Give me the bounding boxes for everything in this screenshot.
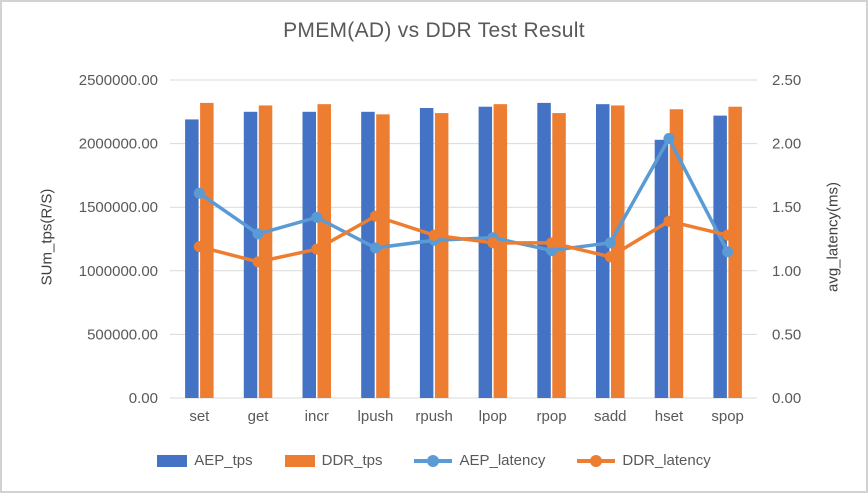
marker-DDR_latency-incr: [311, 243, 323, 255]
x-axis-label-set: set: [189, 408, 210, 425]
legend: AEP_tps DDR_tps AEP_latency DDR_latency: [2, 452, 866, 469]
marker-AEP_latency-spop: [722, 246, 734, 258]
bar-DDR_tps-set: [200, 102, 214, 398]
right-axis-tick-label: 2.50: [772, 72, 801, 89]
chart-title: PMEM(AD) vs DDR Test Result: [283, 19, 585, 42]
marker-DDR_latency-get: [252, 256, 264, 268]
bar-AEP_tps-sadd: [596, 104, 610, 398]
right-axis-tick-label: 2.00: [772, 136, 801, 153]
ddr-tps-swatch-icon: [284, 454, 315, 467]
ddr-latency-swatch-icon: [577, 454, 616, 467]
left-axis-tick-label: 1500000.00: [79, 199, 158, 216]
marker-DDR_latency-rpop: [546, 237, 558, 249]
marker-AEP_latency-get: [252, 228, 264, 240]
marker-AEP_latency-rpop: [546, 244, 558, 256]
aep-tps-swatch-icon: [157, 454, 188, 467]
bar-DDR_tps-rpop: [552, 113, 566, 399]
marker-DDR_latency-lpop: [487, 237, 499, 249]
right-axis-tick-label: 1.00: [772, 263, 801, 280]
x-axis-label-lpop: lpop: [479, 408, 507, 425]
legend-item-ddr-latency: DDR_latency: [577, 452, 711, 469]
bar-AEP_tps-set: [185, 119, 199, 398]
bar-DDR_tps-spop: [728, 106, 742, 398]
right-axis-tick-label: 1.50: [772, 199, 801, 216]
legend-label-aep-tps: AEP_tps: [194, 452, 253, 469]
legend-label-ddr-latency: DDR_latency: [622, 452, 711, 469]
left-axis-tick-label: 0.00: [129, 390, 158, 407]
line-DDR_latency: [197, 214, 730, 264]
bar-DDR_tps-lpop: [493, 104, 508, 398]
marker-AEP_latency-set: [193, 187, 205, 199]
legend-item-aep-latency: AEP_latency: [414, 452, 545, 469]
x-axis-label-sadd: sadd: [594, 408, 627, 425]
marker-AEP_latency-hset: [663, 133, 675, 145]
aep-latency-swatch-icon: [414, 454, 453, 467]
marker-DDR_latency-set: [193, 241, 205, 253]
x-axis-label-incr: incr: [305, 408, 329, 425]
bar-AEP_tps-spop: [713, 115, 727, 398]
bar-AEP_tps-get: [243, 111, 258, 399]
right-axis-tick-label: 0.00: [772, 390, 801, 407]
legend-label-aep-latency: AEP_latency: [459, 452, 546, 469]
bar-DDR_tps-get: [258, 105, 273, 398]
bar-AEP_tps-hset: [654, 139, 669, 398]
marker-DDR_latency-rpush: [428, 229, 440, 241]
right-axis-tick-label: 0.50: [772, 326, 801, 343]
bar-DDR_tps-incr: [317, 104, 331, 398]
legend-label-ddr-tps: DDR_tps: [321, 452, 383, 469]
marker-DDR_latency-sadd: [604, 251, 616, 263]
x-axis-label-lpush: lpush: [358, 408, 394, 425]
bar-DDR_tps-lpush: [376, 114, 390, 399]
marker-AEP_latency-sadd: [604, 237, 616, 249]
marker-DDR_latency-lpush: [369, 210, 381, 222]
left-axis-tick-label: 2500000.00: [79, 72, 158, 89]
left-axis-tick-label: 1000000.00: [79, 263, 158, 280]
marker-DDR_latency-hset: [663, 215, 675, 227]
left-axis-tick-label: 2000000.00: [79, 136, 158, 153]
x-axis-label-get: get: [248, 408, 270, 425]
bar-AEP_tps-lpop: [478, 106, 493, 398]
bar-AEP_tps-incr: [302, 111, 316, 399]
bar-AEP_tps-rpush: [419, 107, 434, 398]
legend-item-aep-tps: AEP_tps: [157, 452, 253, 469]
marker-AEP_latency-incr: [311, 211, 323, 223]
marker-DDR_latency-spop: [722, 229, 734, 241]
x-axis-label-rpush: rpush: [415, 408, 453, 425]
marker-AEP_latency-lpush: [369, 242, 381, 254]
legend-item-ddr-tps: DDR_tps: [284, 452, 383, 469]
bar-DDR_tps-rpush: [434, 113, 449, 399]
bar-AEP_tps-lpush: [361, 111, 375, 399]
x-axis-label-rpop: rpop: [537, 408, 567, 425]
x-axis-label-spop: spop: [711, 408, 744, 425]
bar-DDR_tps-hset: [669, 109, 684, 399]
x-axis-label-hset: hset: [655, 408, 684, 425]
left-axis-tick-label: 500000.00: [87, 326, 158, 343]
